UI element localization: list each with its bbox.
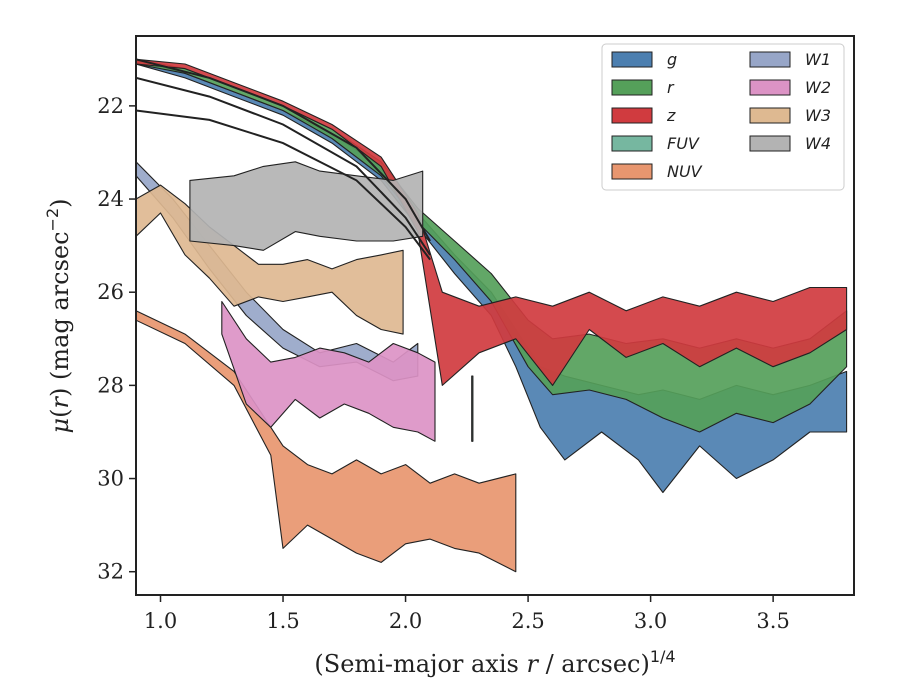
legend-label-w3: W3 bbox=[805, 106, 831, 125]
legend-label-z: z bbox=[666, 106, 676, 125]
legend: grz FUV NUV W1 W2 W3 W4 bbox=[601, 43, 845, 191]
legend-swatch-w3 bbox=[749, 107, 791, 124]
legend-label-g: g bbox=[667, 50, 677, 69]
series-areas bbox=[136, 58, 848, 573]
legend-label-nuv: NUV bbox=[667, 162, 703, 181]
legend-label-fuv: FUV bbox=[667, 134, 700, 153]
y-axis-label: μ(r) (mag arcsec−2) bbox=[43, 198, 74, 433]
legend-swatch-w1 bbox=[749, 51, 791, 68]
x-tick-label: 2.0 bbox=[389, 609, 422, 633]
legend-label-w4: W4 bbox=[805, 134, 831, 153]
series-area-w2 bbox=[221, 300, 436, 442]
series-area-fuv bbox=[471, 375, 474, 442]
x-tick-label: 3.0 bbox=[634, 609, 667, 633]
y-tick-label: 30 bbox=[97, 467, 124, 491]
legend-swatch-w4 bbox=[749, 135, 791, 152]
y-axis-ticks: 22 24 26 28 30 32 bbox=[97, 94, 136, 584]
legend-swatch-g bbox=[611, 51, 653, 68]
legend-label-r: r bbox=[667, 78, 675, 97]
legend-swatch-r bbox=[611, 79, 653, 96]
x-tick-label: 2.5 bbox=[511, 609, 544, 633]
x-tick-label: 1.5 bbox=[266, 609, 299, 633]
legend-swatch-fuv bbox=[611, 135, 653, 152]
model-curve-1 bbox=[136, 58, 431, 242]
series-area-nuv bbox=[136, 310, 517, 573]
model-curves bbox=[136, 58, 431, 261]
legend-swatch-nuv bbox=[611, 163, 653, 180]
plot-frame bbox=[135, 35, 855, 596]
series-area-w4 bbox=[189, 161, 424, 251]
x-tick-label: 1.0 bbox=[144, 609, 177, 633]
x-axis-ticks: 1.0 1.5 2.0 2.5 3.0 3.5 bbox=[144, 595, 790, 633]
y-tick-label: 22 bbox=[97, 94, 124, 118]
legend-swatch-z bbox=[611, 107, 653, 124]
y-tick-label: 28 bbox=[97, 373, 124, 397]
legend-swatch-w2 bbox=[749, 79, 791, 96]
x-axis-label: (Semi-major axis r / arcsec)1/4 bbox=[314, 647, 675, 678]
y-tick-label: 32 bbox=[97, 560, 124, 584]
legend-label-w1: W1 bbox=[805, 50, 831, 69]
x-tick-label: 3.5 bbox=[756, 609, 789, 633]
y-tick-label: 24 bbox=[97, 187, 124, 211]
y-tick-label: 26 bbox=[97, 280, 124, 304]
model-curve-3 bbox=[136, 109, 431, 261]
model-curve-2 bbox=[136, 76, 431, 256]
legend-label-w2: W2 bbox=[805, 78, 831, 97]
